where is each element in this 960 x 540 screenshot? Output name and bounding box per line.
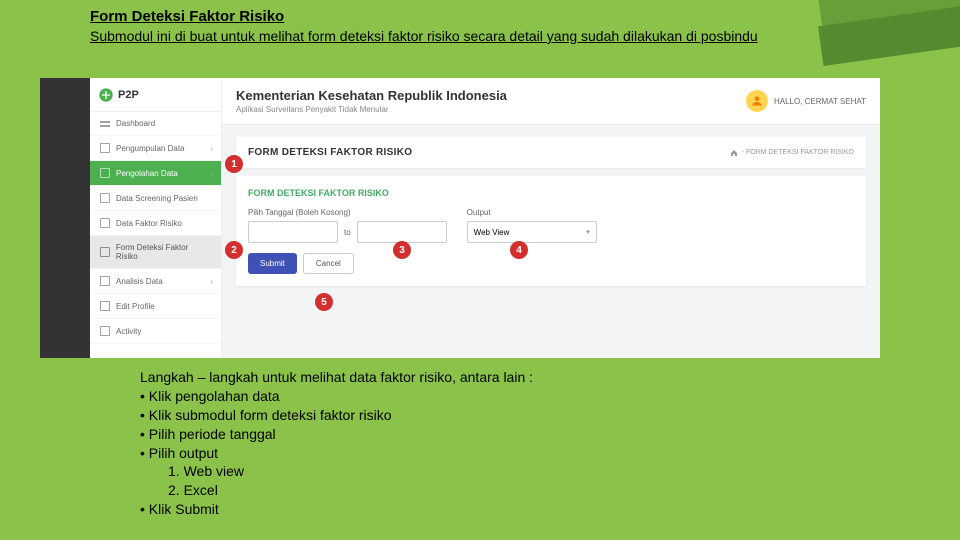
output-select[interactable]: Web View — [467, 221, 597, 243]
annotation-badge-2: 2 — [225, 241, 243, 259]
date-from-input[interactable] — [248, 221, 338, 243]
main-content: Kementerian Kesehatan Republik Indonesia… — [222, 78, 880, 358]
nav-label: Pengumpulan Data — [116, 144, 185, 153]
button-row: Submit Cancel — [248, 253, 854, 274]
output-group: Output Web View — [467, 208, 597, 243]
breadcrumb: - FORM DETEKSI FAKTOR RISIKO — [730, 149, 854, 157]
instruction-substep: 2. Excel — [168, 481, 533, 500]
instruction-substep: 1. Web view — [168, 462, 533, 481]
avatar-icon — [746, 90, 768, 112]
user-greeting: HALLO, CERMAT SEHAT — [774, 97, 866, 106]
logo-text: P2P — [118, 89, 139, 101]
topbar: Kementerian Kesehatan Republik Indonesia… — [222, 78, 880, 125]
processing-icon — [100, 168, 110, 178]
date-to-input[interactable] — [357, 221, 447, 243]
collection-icon — [100, 143, 110, 153]
instruction-step: • Klik submodul form deteksi faktor risi… — [140, 406, 533, 425]
date-label: Pilih Tanggal (Boleh Kosong) — [248, 208, 447, 217]
home-icon — [730, 149, 738, 157]
breadcrumb-text: - FORM DETEKSI FAKTOR RISIKO — [742, 149, 854, 156]
nav-label: Analisis Data — [116, 277, 163, 286]
output-value: Web View — [474, 228, 510, 237]
slide-subtitle: Submodul ini di buat untuk melihat form … — [90, 27, 870, 45]
instructions: Langkah – langkah untuk melihat data fak… — [140, 368, 533, 519]
nav-pengolahan-data[interactable]: Pengolahan Data — [90, 161, 221, 186]
card-title: FORM DETEKSI FAKTOR RISIKO — [248, 188, 854, 198]
chart-icon — [100, 276, 110, 286]
nav-pengumpulan-data[interactable]: Pengumpulan Data — [90, 136, 221, 161]
nav-label: Dashboard — [116, 119, 155, 128]
instructions-heading: Langkah – langkah untuk melihat data fak… — [140, 368, 533, 387]
dashboard-icon — [100, 121, 110, 127]
nav-faktor[interactable]: Data Faktor Risiko — [90, 211, 221, 236]
doc-icon — [100, 247, 110, 257]
app-subtitle: Aplikasi Surveilans Penyakit Tidak Menul… — [236, 105, 507, 114]
to-label: to — [344, 228, 351, 237]
annotation-badge-4: 4 — [510, 241, 528, 259]
slide-header: Form Deteksi Faktor Risiko Submodul ini … — [0, 0, 960, 51]
logo: P2P — [90, 78, 221, 112]
annotation-badge-1: 1 — [225, 155, 243, 173]
instruction-step: • Pilih periode tanggal — [140, 425, 533, 444]
cancel-button[interactable]: Cancel — [303, 253, 354, 274]
nav-label: Form Deteksi Faktor Risiko — [116, 243, 211, 261]
breadcrumb-bar: FORM DETEKSI FAKTOR RISIKO - FORM DETEKS… — [236, 137, 866, 168]
annotation-badge-3: 3 — [393, 241, 411, 259]
nav-edit-profile[interactable]: Edit Profile — [90, 294, 221, 319]
nav-label: Pengolahan Data — [116, 169, 178, 178]
app-screenshot: P2P Dashboard Pengumpulan Data Pengolaha… — [90, 78, 880, 358]
nav-label: Data Screening Pasien — [116, 194, 198, 203]
annotation-badge-5: 5 — [315, 293, 333, 311]
form-row: Pilih Tanggal (Boleh Kosong) to Output W… — [248, 208, 854, 243]
nav-screening[interactable]: Data Screening Pasien — [90, 186, 221, 211]
person-icon — [750, 94, 764, 108]
doc-icon — [100, 193, 110, 203]
instruction-step: • Klik pengolahan data — [140, 387, 533, 406]
date-group: Pilih Tanggal (Boleh Kosong) to — [248, 208, 447, 243]
ministry-logo-icon — [98, 87, 114, 103]
nav-label: Data Faktor Risiko — [116, 219, 182, 228]
sidebar: P2P Dashboard Pengumpulan Data Pengolaha… — [90, 78, 222, 358]
instruction-step: • Pilih output — [140, 444, 533, 463]
nav-label: Edit Profile — [116, 302, 155, 311]
user-icon — [100, 301, 110, 311]
submit-button[interactable]: Submit — [248, 253, 297, 274]
user-area[interactable]: HALLO, CERMAT SEHAT — [746, 90, 866, 112]
nav-analisis[interactable]: Analisis Data — [90, 269, 221, 294]
instruction-step: • Klik Submit — [140, 500, 533, 519]
page-heading: FORM DETEKSI FAKTOR RISIKO — [248, 147, 412, 158]
topbar-titles: Kementerian Kesehatan Republik Indonesia… — [236, 88, 507, 114]
corner-decoration — [820, 0, 960, 70]
form-card: FORM DETEKSI FAKTOR RISIKO Pilih Tanggal… — [236, 176, 866, 286]
nav-activity[interactable]: Activity — [90, 319, 221, 344]
date-inputs: to — [248, 221, 447, 243]
nav-dashboard[interactable]: Dashboard — [90, 112, 221, 136]
nav-form-deteksi[interactable]: Form Deteksi Faktor Risiko — [90, 236, 221, 269]
nav-label: Activity — [116, 327, 141, 336]
app-title: Kementerian Kesehatan Republik Indonesia — [236, 88, 507, 103]
doc-icon — [100, 218, 110, 228]
slide-title: Form Deteksi Faktor Risiko — [90, 8, 870, 25]
activity-icon — [100, 326, 110, 336]
output-label: Output — [467, 208, 597, 217]
